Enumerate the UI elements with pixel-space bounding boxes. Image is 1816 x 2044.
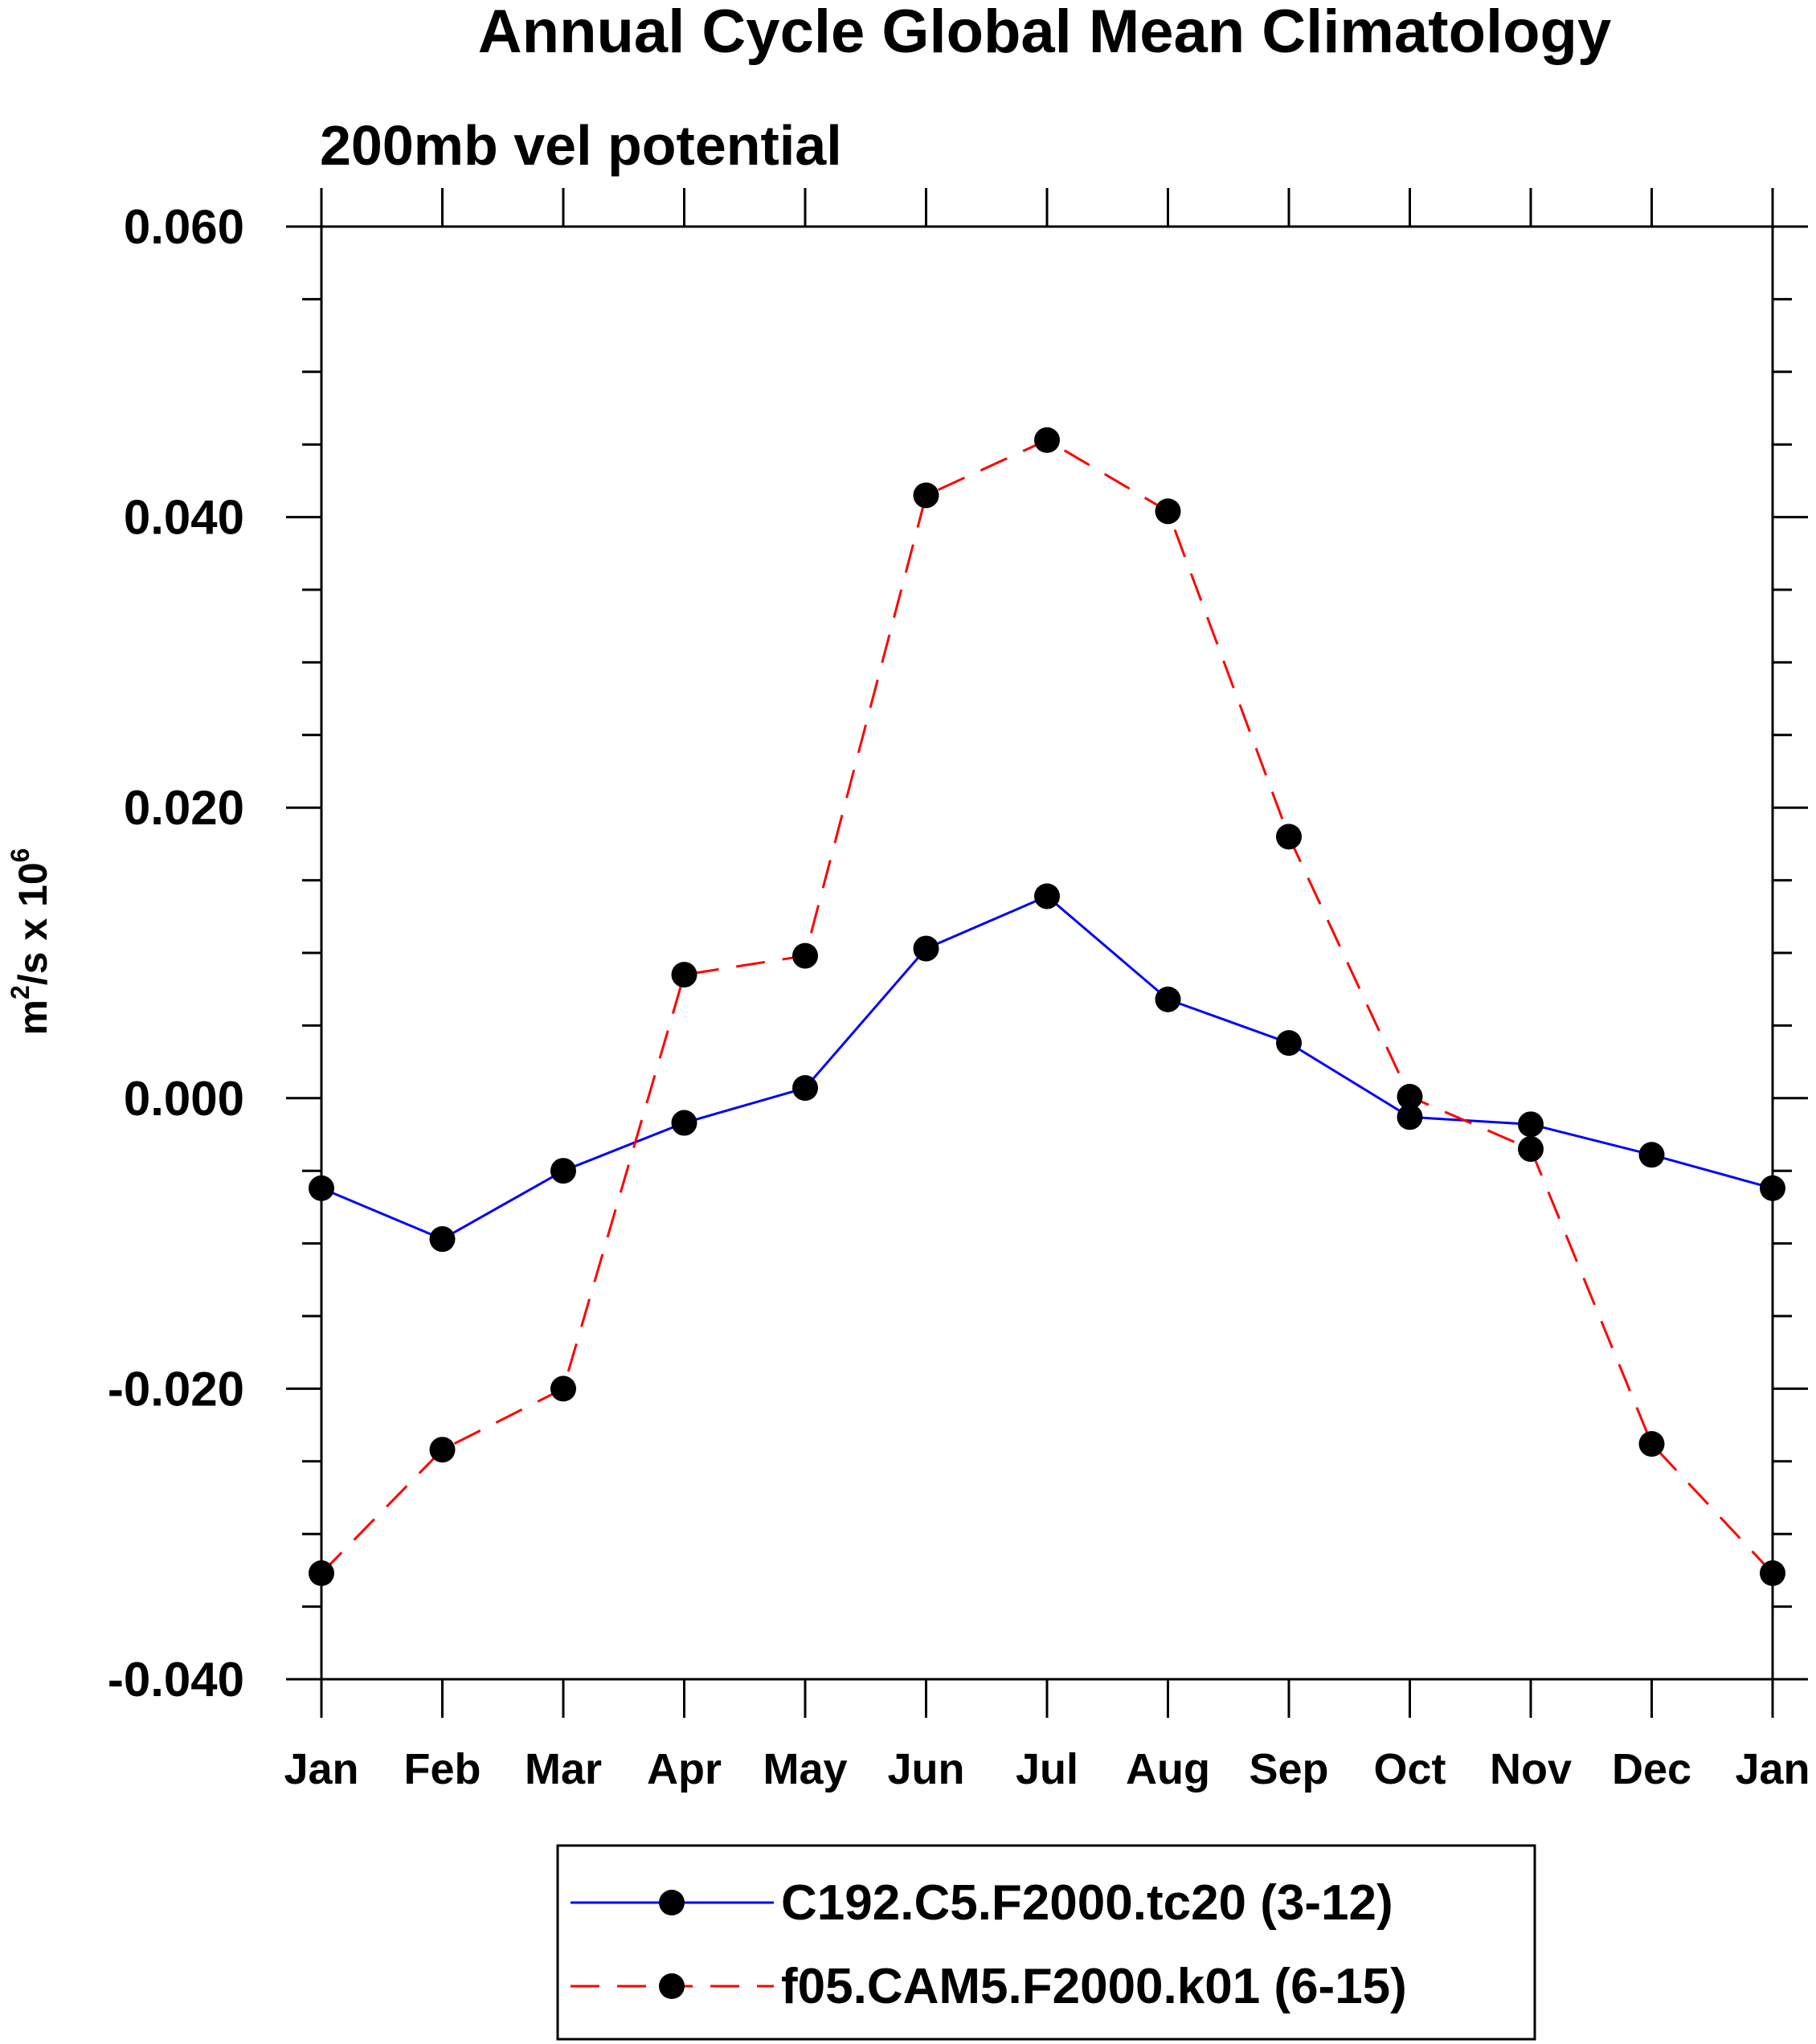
x-tick-label: Mar xyxy=(525,1745,602,1793)
series-1-point xyxy=(1397,1104,1423,1130)
x-tick-label: Sep xyxy=(1249,1745,1328,1793)
series-layer xyxy=(309,427,1785,1587)
series-1-point xyxy=(1638,1142,1665,1168)
series-2-point xyxy=(671,962,697,988)
chart-subtitle: 200mb vel potential xyxy=(320,114,842,177)
legend-box xyxy=(556,1844,1536,2041)
series-2-point xyxy=(429,1437,456,1463)
legend: C192.C5.F2000.tc20 (3-12) f05.CAM5.F2000… xyxy=(556,1844,1536,2041)
legend-label-series-2: f05.CAM5.F2000.k01 (6-15) xyxy=(781,1959,1407,2014)
x-tick-label: Feb xyxy=(403,1745,481,1793)
series-1-point xyxy=(1518,1111,1544,1138)
x-tick-label: Apr xyxy=(647,1745,722,1793)
series-1-point xyxy=(671,1110,697,1136)
series-2-point xyxy=(1638,1431,1665,1457)
legend-marker-series-2 xyxy=(659,1973,685,1999)
series-2-point xyxy=(913,482,939,509)
series-2-point xyxy=(1276,824,1302,850)
legend-label-series-1: C192.C5.F2000.tc20 (3-12) xyxy=(781,1875,1393,1931)
series-1-point xyxy=(1760,1175,1785,1201)
legend-marker-series-1 xyxy=(659,1890,685,1915)
series-1-point xyxy=(429,1226,456,1253)
chart-title: Annual Cycle Global Mean Climatology xyxy=(478,0,1611,66)
x-tick-label: May xyxy=(763,1745,847,1793)
series-1-point xyxy=(1276,1030,1302,1057)
x-tick-label: Jun xyxy=(887,1745,964,1793)
x-tick-label: Oct xyxy=(1373,1745,1446,1793)
y-tick-label: 0.040 xyxy=(124,491,244,545)
series-1-point xyxy=(1034,883,1060,910)
series-line-2 xyxy=(320,439,1774,1575)
series-2-point xyxy=(1034,427,1060,453)
x-tick-label: Dec xyxy=(1612,1745,1691,1793)
series-2-point xyxy=(1397,1083,1423,1110)
series-2-point xyxy=(1155,498,1181,525)
y-tick-label: -0.020 xyxy=(108,1362,244,1416)
x-tick-label: Nov xyxy=(1490,1745,1572,1793)
y-axis-label: m2/s x 106 xyxy=(6,848,55,1036)
series-line-1 xyxy=(321,894,1773,1241)
series-1-point xyxy=(550,1158,576,1184)
y-tick-label: 0.020 xyxy=(124,781,244,835)
y-tick-label: 0.000 xyxy=(124,1072,244,1126)
x-tick-label: Aug xyxy=(1126,1745,1210,1793)
axes: -0.040 -0.020 0.000 0.020 0.040 0.060 Jan Feb Ma… xyxy=(108,188,1810,1793)
y-tick-label: -0.040 xyxy=(108,1653,244,1707)
series-1-point xyxy=(309,1175,334,1201)
series-1-point xyxy=(1155,986,1181,1012)
series-1-point xyxy=(792,1075,818,1102)
x-tick-label: Jul xyxy=(1016,1745,1078,1793)
x-tick-label: Jan xyxy=(1735,1745,1810,1793)
series-2-point xyxy=(1518,1136,1544,1163)
x-tick-label: Jan xyxy=(284,1745,358,1793)
series-2-point xyxy=(1760,1560,1785,1587)
series-1-point xyxy=(913,935,939,962)
series-2-point xyxy=(309,1560,334,1587)
series-2-point xyxy=(550,1376,576,1402)
y-tick-label: 0.060 xyxy=(124,200,244,254)
series-2-point xyxy=(792,942,818,969)
